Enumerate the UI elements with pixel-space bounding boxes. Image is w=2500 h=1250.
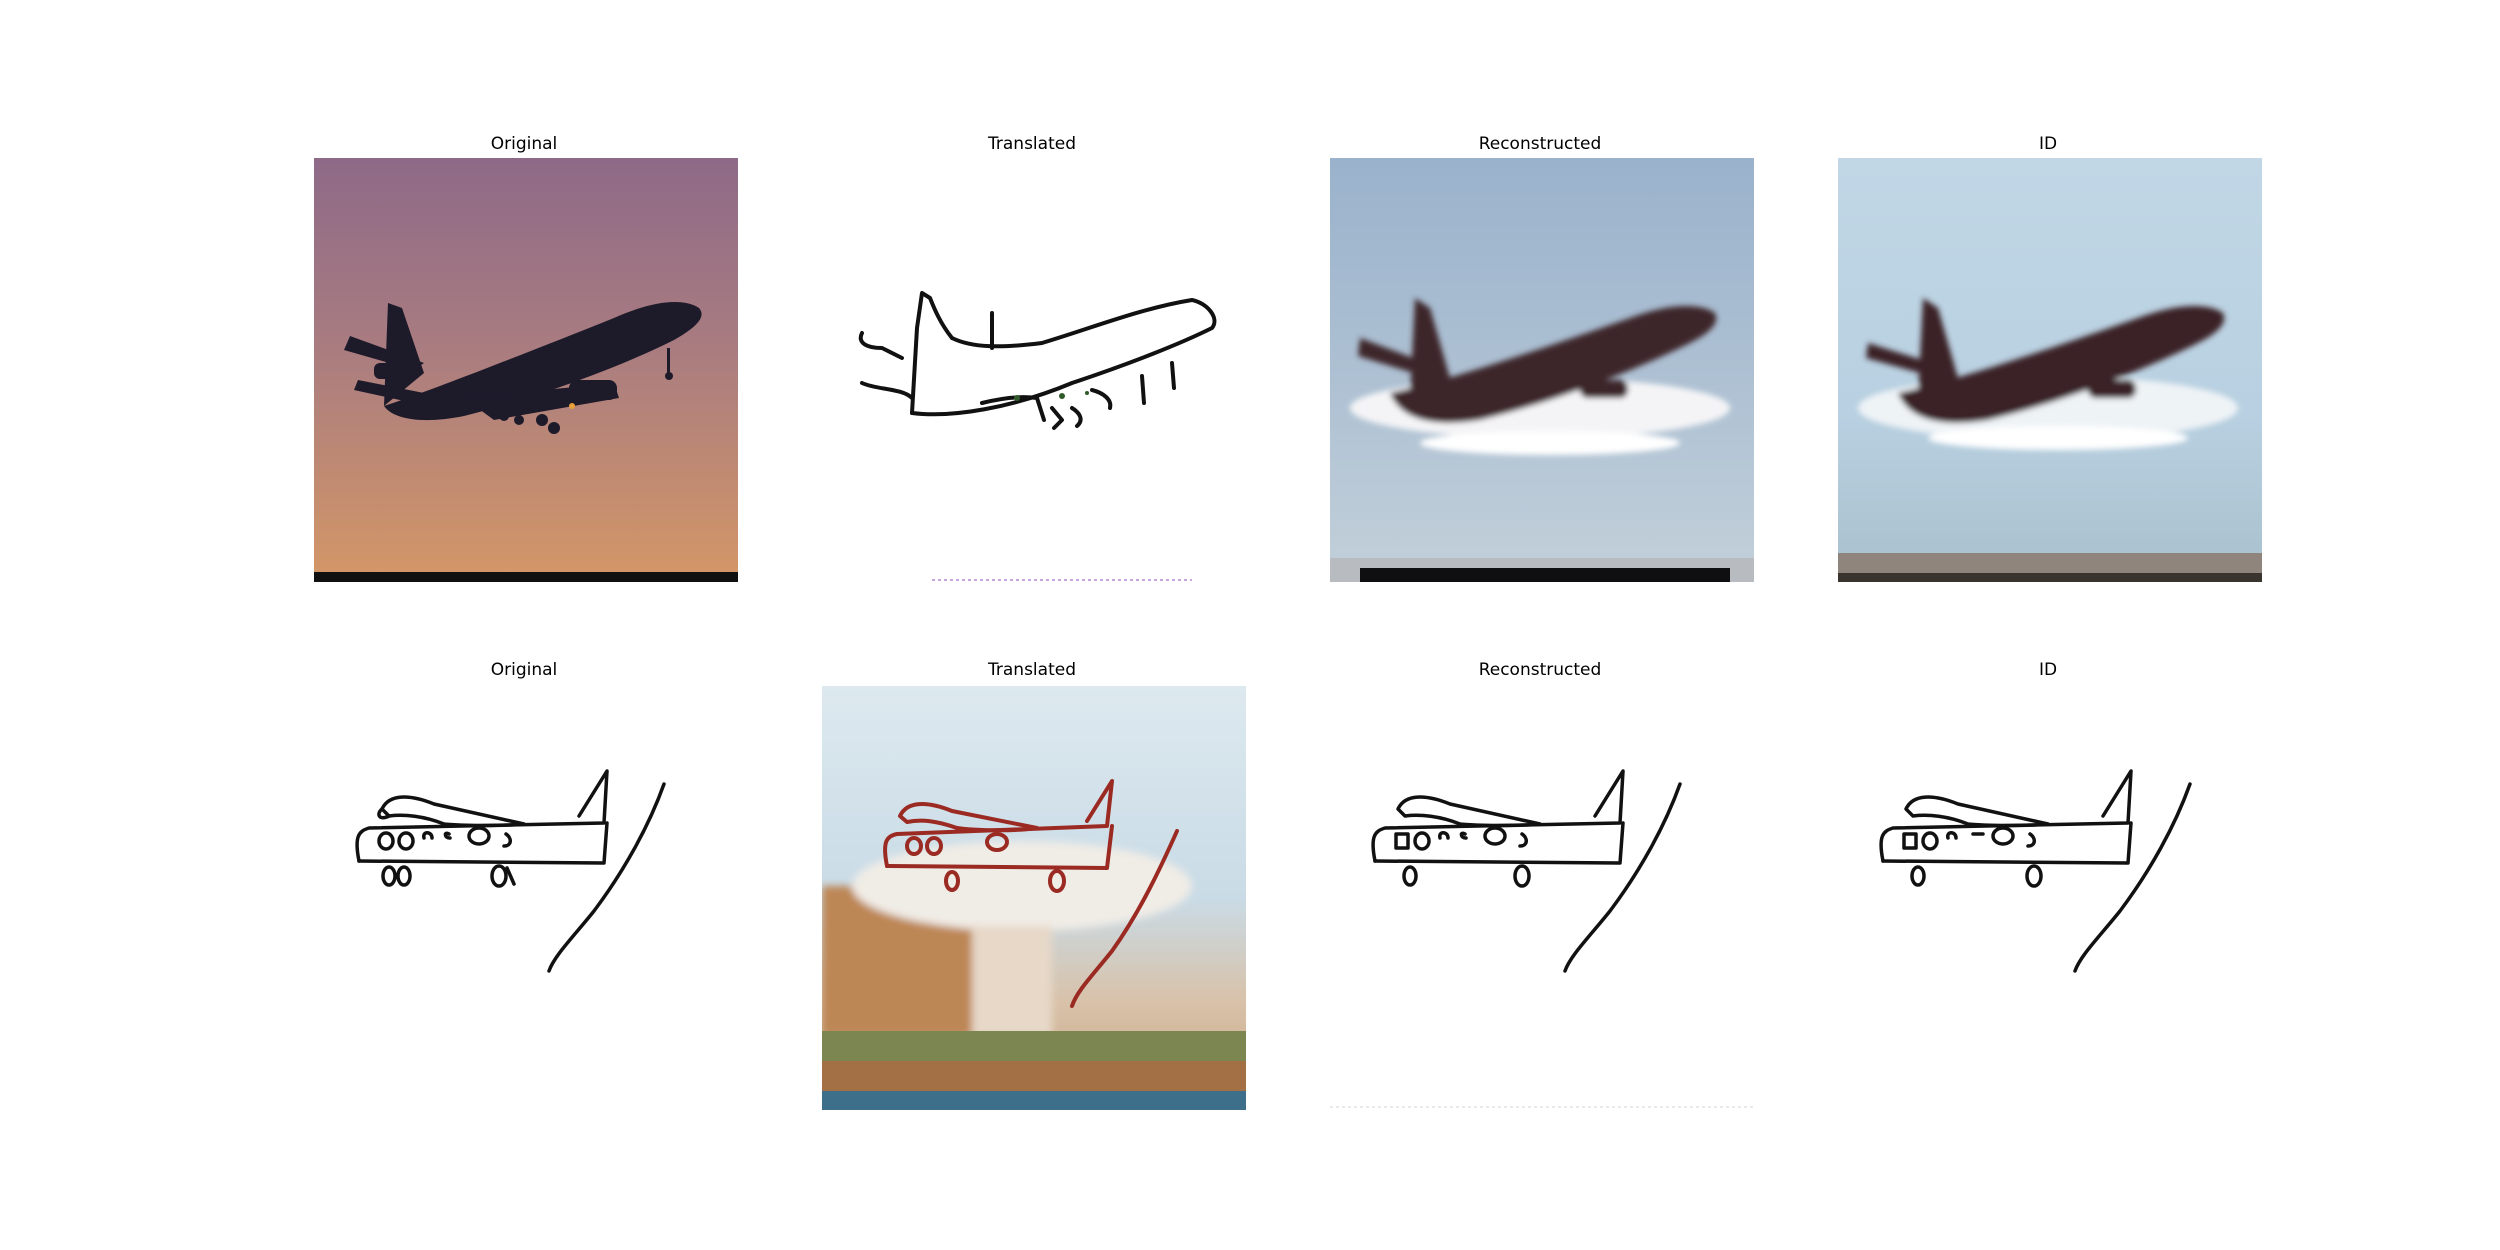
row1-original-image: [314, 158, 738, 582]
row1-reconstructed-image: [1330, 158, 1754, 582]
panel-title: Original: [490, 134, 558, 154]
reconstructed-airliner-photo: [1330, 158, 1754, 582]
photo-like-airplane-rendering: [822, 686, 1246, 1110]
airliner-silhouette-photo: [314, 158, 738, 582]
row1-translated-image: [822, 158, 1246, 582]
identity-airliner-photo: [1838, 158, 2262, 582]
panel-title: ID: [2038, 660, 2058, 680]
row2-original-image: [314, 686, 738, 1110]
airplane-sketch: [314, 686, 738, 1110]
airliner-line-sketch: [822, 158, 1246, 582]
panel-title: Translated: [988, 134, 1076, 154]
row2-translated-image: [822, 686, 1246, 1110]
panel-title: Original: [490, 660, 558, 680]
reconstructed-airplane-sketch: [1330, 686, 1754, 1110]
panel-title: ID: [2038, 134, 2058, 154]
row2-id-image: [1838, 686, 2262, 1110]
row1-id-image: [1838, 158, 2262, 582]
panel-title: Translated: [988, 660, 1076, 680]
panel-title: Reconstructed: [1478, 660, 1602, 680]
panel-title: Reconstructed: [1478, 134, 1602, 154]
row2-reconstructed-image: [1330, 686, 1754, 1110]
identity-airplane-sketch: [1838, 686, 2262, 1110]
